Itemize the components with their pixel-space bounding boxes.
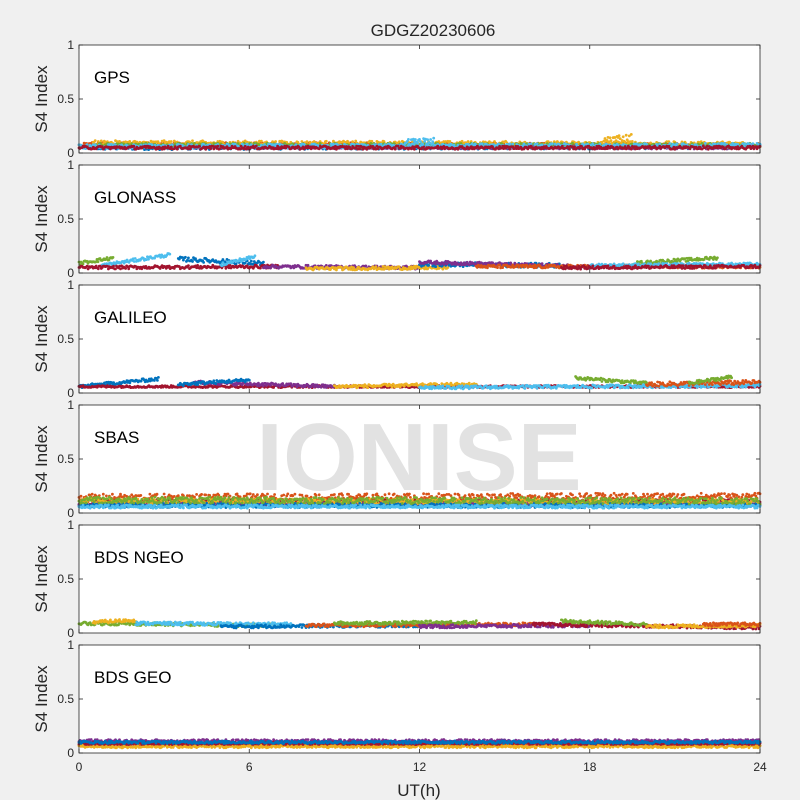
data-point [393,147,397,151]
data-point [243,261,247,265]
data-point [608,136,612,140]
data-point [407,138,410,141]
data-point [668,142,672,145]
data-point [168,252,172,256]
data-point [624,133,628,137]
data-point [630,140,634,143]
data-point [550,142,554,146]
data-point [184,255,187,259]
data-point [614,139,618,143]
data-point [191,139,194,143]
data-point [118,140,121,143]
data-point [421,143,424,147]
data-point [571,141,574,145]
data-point [621,135,625,139]
data-point [99,139,103,143]
data-point [426,138,429,142]
data-point [221,258,225,261]
data-point [568,147,571,151]
panel-label: GPS [94,68,130,87]
data-point [448,140,452,143]
data-point [578,147,581,150]
y-tick-label: 0.5 [57,92,74,106]
data-point [358,147,362,151]
plot-area [79,45,760,153]
data-point [617,134,621,138]
data-point [262,260,265,264]
data-point [127,267,131,271]
data-point [274,140,277,143]
data-point [411,142,414,146]
data-point [430,142,434,146]
data-point [260,139,263,143]
data-point [202,261,206,264]
data-point [609,139,613,143]
data-point [480,142,484,146]
y-axis-label: S4 Index [32,65,51,133]
data-point [305,140,309,144]
data-point [493,140,496,143]
data-point [675,142,679,146]
data-point [431,140,435,144]
data-point [658,142,662,146]
data-point [324,139,328,143]
data-point [610,141,614,145]
data-point [198,144,202,148]
data-point [414,138,417,141]
data-point [191,260,194,263]
data-point [591,142,595,146]
data-point [535,142,539,146]
data-point [132,144,136,148]
data-point [254,144,258,148]
data-point [249,259,253,263]
data-point [751,142,755,146]
data-point [187,256,190,260]
data-point [105,256,109,259]
data-point [112,264,115,268]
data-point [111,256,115,259]
data-point [216,144,220,148]
data-point [418,138,421,141]
data-point [209,147,213,151]
data-point [429,138,432,141]
data-point [96,260,100,264]
data-point [432,136,436,140]
data-point [452,143,456,147]
data-point [170,143,174,147]
data-point [703,142,707,145]
data-series-group [77,133,762,152]
data-point [128,140,132,143]
data-point [623,140,627,144]
figure-title: GDGZ20230606 [371,21,496,40]
y-tick-label: 1 [67,38,74,52]
data-point [96,267,100,271]
data-point [419,140,422,144]
data-point [93,139,97,143]
data-point [416,141,419,145]
data-point [511,142,515,146]
data-point [169,140,173,143]
data-point [629,133,633,136]
